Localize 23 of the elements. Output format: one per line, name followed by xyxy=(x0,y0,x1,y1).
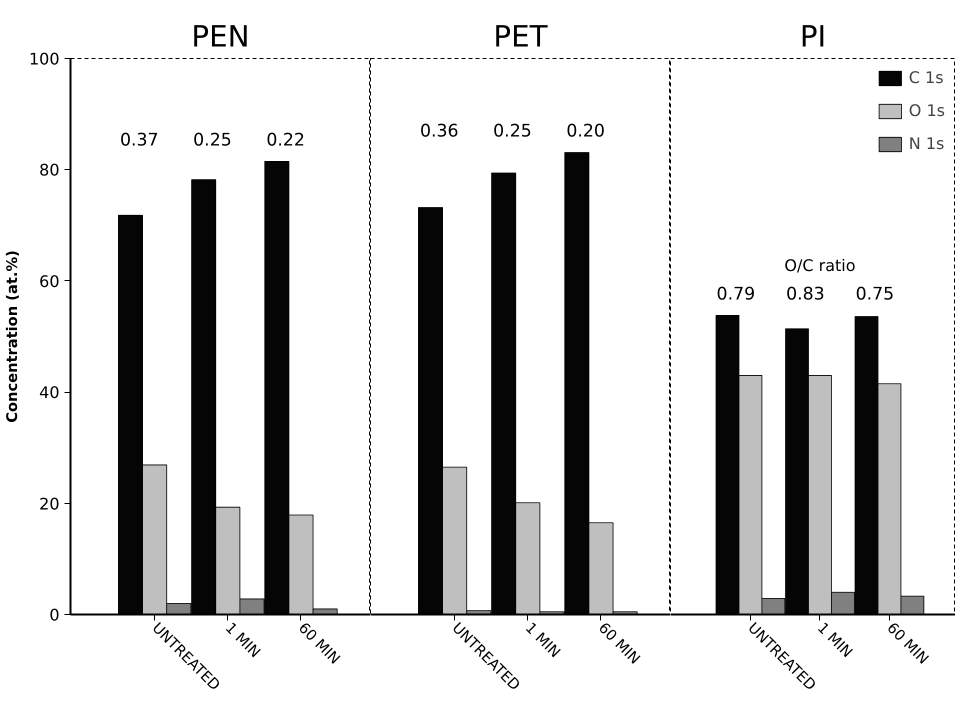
y-tick-label: 60 xyxy=(39,272,60,291)
y-tick-label: 40 xyxy=(39,383,60,402)
legend-label: N 1s xyxy=(908,134,944,153)
annotation: 0.25 xyxy=(193,130,232,151)
chart-title: PEN xyxy=(191,20,250,54)
y-tick-label: 20 xyxy=(39,494,60,514)
legend-label: C 1s xyxy=(908,68,944,87)
y-tick-label: 0 xyxy=(49,606,60,624)
annotation: 0.79 xyxy=(716,284,756,305)
annotation: 0.36 xyxy=(420,122,459,142)
y-tick-label: 80 xyxy=(39,160,60,180)
annotation: 0.83 xyxy=(786,284,825,305)
y-tick-label: 100 xyxy=(28,50,60,68)
chart-title: PET xyxy=(493,20,548,54)
annotation: 0.25 xyxy=(493,122,532,142)
annotation: 0.37 xyxy=(120,130,159,151)
annotation: 0.20 xyxy=(566,122,605,142)
chart-title: PI xyxy=(800,20,826,54)
annotation: 0.75 xyxy=(856,284,894,305)
legend-label: O 1s xyxy=(908,101,945,120)
y-axis-title: Concentration (at.%) xyxy=(4,250,21,423)
annotation: O/C ratio xyxy=(784,256,856,275)
annotation: 0.22 xyxy=(266,130,305,151)
